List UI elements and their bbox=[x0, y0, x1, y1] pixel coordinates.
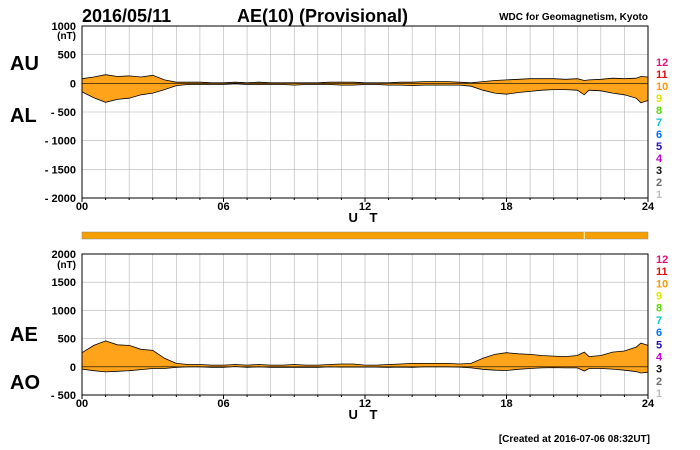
station-count-12: 12 bbox=[656, 57, 668, 69]
x-tick-label: 18 bbox=[500, 398, 512, 410]
area-fill-ae-ao bbox=[82, 340, 648, 373]
date-title: 2016/05/11 bbox=[82, 6, 171, 26]
x-tick-label: 24 bbox=[642, 201, 655, 213]
station-count-7: 7 bbox=[656, 315, 662, 327]
data-availability-bar bbox=[81, 231, 649, 240]
y-tick-label: - 500 bbox=[51, 107, 76, 119]
y-tick-label: 500 bbox=[58, 50, 76, 62]
availability-bar-fill bbox=[81, 231, 649, 240]
station-count-10: 10 bbox=[656, 278, 668, 290]
side-label-au: AU bbox=[10, 53, 39, 75]
station-count-6: 6 bbox=[656, 327, 662, 339]
side-label-al: AL bbox=[10, 105, 37, 127]
x-axis-label: U T bbox=[349, 407, 382, 422]
station-count-9: 9 bbox=[656, 291, 662, 303]
x-tick-label: 00 bbox=[76, 398, 88, 410]
y-tick-label: 0 bbox=[70, 362, 76, 374]
station-count-4: 4 bbox=[656, 153, 663, 165]
x-tick-label: 00 bbox=[76, 201, 88, 213]
x-tick-label: 18 bbox=[500, 201, 512, 213]
station-count-9: 9 bbox=[656, 93, 662, 105]
series-line-al bbox=[81, 83, 649, 104]
y-unit-label: (nT) bbox=[57, 31, 76, 42]
x-tick-label: 12 bbox=[359, 201, 371, 213]
y-tick-label: 500 bbox=[58, 334, 76, 346]
side-label-ae: AE bbox=[10, 324, 38, 346]
y-tick-label: - 500 bbox=[51, 390, 76, 402]
y-tick-label: 1000 bbox=[52, 305, 76, 317]
station-count-8: 8 bbox=[656, 105, 662, 117]
station-count-3: 3 bbox=[656, 364, 662, 376]
index-title: AE(10) (Provisional) bbox=[237, 6, 408, 26]
y-tick-label: 2000 bbox=[52, 249, 76, 261]
y-tick-label: - 1500 bbox=[45, 164, 76, 176]
au-al-panel: 00 06 12 18 24 U T 1000 500 0 - 500 - 1000 - 1500 - … bbox=[10, 21, 655, 225]
source-label: WDC for Geomagnetism, Kyoto bbox=[499, 12, 648, 23]
station-count-3: 3 bbox=[656, 165, 662, 177]
station-count-1: 1 bbox=[656, 189, 662, 201]
created-timestamp: [Created at 2016-07-06 08:32UT] bbox=[499, 434, 650, 445]
station-count-5: 5 bbox=[656, 339, 662, 351]
y-tick-label: 1500 bbox=[52, 277, 76, 289]
station-count-4: 4 bbox=[656, 351, 663, 363]
station-count-11: 11 bbox=[656, 266, 668, 278]
station-count-2: 2 bbox=[656, 376, 662, 388]
x-tick-label: 24 bbox=[642, 398, 655, 410]
y-tick-label: 0 bbox=[70, 78, 76, 90]
y-tick-label: 1000 bbox=[52, 21, 76, 33]
y-tick-label: - 2000 bbox=[45, 193, 76, 205]
station-count-6: 6 bbox=[656, 129, 662, 141]
station-count-5: 5 bbox=[656, 141, 662, 153]
station-count-12: 12 bbox=[656, 254, 668, 266]
station-count-1: 1 bbox=[656, 388, 662, 400]
x-axis-label: U T bbox=[349, 210, 382, 225]
x-tick-label: 12 bbox=[359, 398, 371, 410]
series-line-au bbox=[81, 74, 649, 84]
y-unit-label: (nT) bbox=[57, 260, 76, 271]
ae-ao-panel: 00 06 12 18 24 U T 2000 1500 1000 500 0 - 500 (nT) AE… bbox=[10, 249, 655, 422]
station-count-2: 2 bbox=[656, 177, 662, 189]
station-count-10: 10 bbox=[656, 81, 668, 93]
side-label-ao: AO bbox=[10, 372, 40, 394]
station-count-8: 8 bbox=[656, 303, 662, 315]
area-fill-au-al bbox=[82, 74, 648, 103]
station-count-7: 7 bbox=[656, 117, 662, 129]
station-count-11: 11 bbox=[656, 69, 668, 81]
y-tick-label: - 1000 bbox=[45, 136, 76, 148]
series-line-ae bbox=[81, 340, 649, 366]
x-tick-label: 06 bbox=[217, 201, 229, 213]
x-tick-label: 06 bbox=[217, 398, 229, 410]
